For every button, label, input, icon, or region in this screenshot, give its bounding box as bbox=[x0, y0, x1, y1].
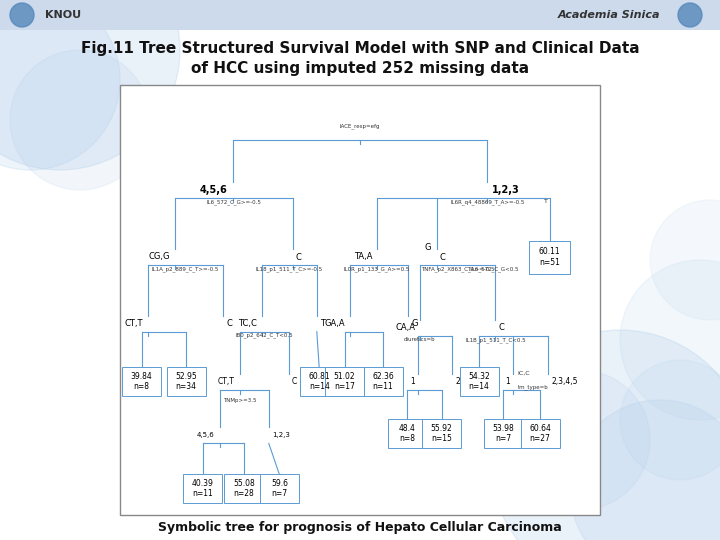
FancyBboxPatch shape bbox=[300, 367, 338, 396]
Text: CG,G: CG,G bbox=[149, 253, 170, 261]
Text: C: C bbox=[440, 253, 446, 261]
Text: KNOU: KNOU bbox=[45, 10, 81, 20]
Text: IL6R_q4_48869_T_A>=-0.5: IL6R_q4_48869_T_A>=-0.5 bbox=[450, 199, 524, 205]
Text: IL0R_p1_133_G_A>=0.5: IL0R_p1_133_G_A>=0.5 bbox=[343, 266, 410, 272]
Circle shape bbox=[0, 0, 180, 170]
Circle shape bbox=[490, 330, 720, 540]
Text: 1: 1 bbox=[505, 377, 510, 386]
Text: IL18_p1_511_T_C>=-0.5: IL18_p1_511_T_C>=-0.5 bbox=[256, 266, 323, 272]
FancyBboxPatch shape bbox=[521, 419, 559, 448]
Text: 2: 2 bbox=[455, 377, 460, 386]
Text: 54.32
n=14: 54.32 n=14 bbox=[468, 372, 490, 391]
Text: CT,T: CT,T bbox=[125, 319, 143, 328]
Circle shape bbox=[510, 370, 650, 510]
Text: 1,2,3: 1,2,3 bbox=[492, 185, 520, 195]
Circle shape bbox=[650, 200, 720, 320]
Text: IB0_p2_642_C_T<0.5: IB0_p2_642_C_T<0.5 bbox=[235, 333, 293, 339]
Circle shape bbox=[0, 0, 120, 170]
Text: CA,A: CA,A bbox=[395, 323, 415, 333]
Text: CT,T: CT,T bbox=[218, 377, 235, 386]
Circle shape bbox=[10, 50, 150, 190]
Text: G: G bbox=[411, 319, 418, 328]
Text: Symbolic tree for prognosis of Hepato Cellular Carcinoma: Symbolic tree for prognosis of Hepato Ce… bbox=[158, 522, 562, 535]
FancyBboxPatch shape bbox=[122, 367, 161, 396]
Text: 59.6
n=7: 59.6 n=7 bbox=[271, 478, 288, 498]
Text: IACE_resp=efg: IACE_resp=efg bbox=[340, 124, 380, 129]
FancyBboxPatch shape bbox=[225, 474, 264, 503]
Text: IL1A_p2_889_C_T>=-0.5: IL1A_p2_889_C_T>=-0.5 bbox=[152, 266, 219, 272]
Text: TNFA_p2_X863_C_A>=-0.5: TNFA_p2_X863_C_A>=-0.5 bbox=[421, 266, 495, 272]
Text: IL1B_p1_511_T_C<0.5: IL1B_p1_511_T_C<0.5 bbox=[465, 337, 526, 343]
FancyBboxPatch shape bbox=[529, 240, 570, 273]
Text: 40.39
n=11: 40.39 n=11 bbox=[192, 478, 214, 498]
Text: TC,C: TC,C bbox=[238, 319, 256, 328]
FancyBboxPatch shape bbox=[422, 419, 461, 448]
Text: C: C bbox=[226, 319, 232, 328]
Text: G: G bbox=[424, 242, 431, 252]
FancyBboxPatch shape bbox=[484, 419, 523, 448]
Text: T: T bbox=[320, 319, 325, 328]
Text: 51.02
n=17: 51.02 n=17 bbox=[334, 372, 356, 391]
Text: C: C bbox=[498, 323, 504, 333]
Text: 60.81
n=14: 60.81 n=14 bbox=[308, 372, 330, 391]
Text: 55.92
n=15: 55.92 n=15 bbox=[431, 423, 452, 443]
FancyBboxPatch shape bbox=[167, 367, 206, 396]
Text: Fig.11 Tree Structured Survival Model with SNP and Clinical Data: Fig.11 Tree Structured Survival Model wi… bbox=[81, 40, 639, 56]
FancyBboxPatch shape bbox=[364, 367, 402, 396]
Text: TNMp>=3.5: TNMp>=3.5 bbox=[223, 397, 257, 403]
Circle shape bbox=[620, 360, 720, 480]
Text: 55.08
n=28: 55.08 n=28 bbox=[233, 478, 255, 498]
Text: 60.11
n=51: 60.11 n=51 bbox=[539, 247, 560, 267]
Text: 53.98
n=7: 53.98 n=7 bbox=[492, 423, 514, 443]
Text: C: C bbox=[292, 377, 297, 386]
Text: C: C bbox=[296, 253, 302, 261]
Circle shape bbox=[678, 3, 702, 27]
Text: of HCC using imputed 252 missing data: of HCC using imputed 252 missing data bbox=[191, 60, 529, 76]
Circle shape bbox=[570, 400, 720, 540]
Text: diuretics=b: diuretics=b bbox=[404, 337, 436, 342]
Text: 1,2,3: 1,2,3 bbox=[272, 433, 289, 438]
Text: 39.84
n=8: 39.84 n=8 bbox=[131, 372, 153, 391]
Text: Academia Sinica: Academia Sinica bbox=[557, 10, 660, 20]
Text: 52.95
n=34: 52.95 n=34 bbox=[176, 372, 197, 391]
Text: TA,A: TA,A bbox=[354, 253, 373, 261]
FancyBboxPatch shape bbox=[387, 419, 426, 448]
Text: 4,5,6: 4,5,6 bbox=[200, 185, 228, 195]
Text: 2,3,4,5: 2,3,4,5 bbox=[552, 377, 577, 386]
Text: tm_type=b: tm_type=b bbox=[518, 384, 549, 389]
FancyBboxPatch shape bbox=[260, 474, 299, 503]
FancyBboxPatch shape bbox=[183, 474, 222, 503]
Text: IC,C: IC,C bbox=[518, 371, 530, 376]
Bar bbox=[0, 0, 720, 30]
Text: T: T bbox=[544, 199, 548, 204]
FancyBboxPatch shape bbox=[459, 367, 498, 396]
FancyBboxPatch shape bbox=[325, 367, 364, 396]
Text: GA,A: GA,A bbox=[325, 319, 346, 328]
Text: TIL6_572_C_G<0.5: TIL6_572_C_G<0.5 bbox=[467, 266, 519, 272]
Text: 60.64
n=27: 60.64 n=27 bbox=[529, 423, 551, 443]
Circle shape bbox=[10, 3, 34, 27]
Bar bbox=[120, 85, 600, 515]
Circle shape bbox=[620, 260, 720, 420]
Text: 4,5,6: 4,5,6 bbox=[197, 433, 215, 438]
Text: IL6_572_C_G>=-0.5: IL6_572_C_G>=-0.5 bbox=[207, 199, 261, 205]
Text: 1: 1 bbox=[410, 377, 415, 386]
Text: 48.4
n=8: 48.4 n=8 bbox=[399, 423, 415, 443]
Text: 62.36
n=11: 62.36 n=11 bbox=[372, 372, 394, 391]
